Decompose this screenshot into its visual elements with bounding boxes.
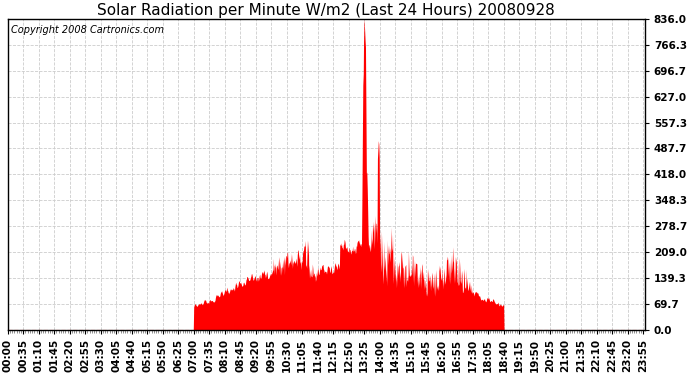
Title: Solar Radiation per Minute W/m2 (Last 24 Hours) 20080928: Solar Radiation per Minute W/m2 (Last 24…	[97, 3, 555, 18]
Text: Copyright 2008 Cartronics.com: Copyright 2008 Cartronics.com	[11, 25, 164, 35]
